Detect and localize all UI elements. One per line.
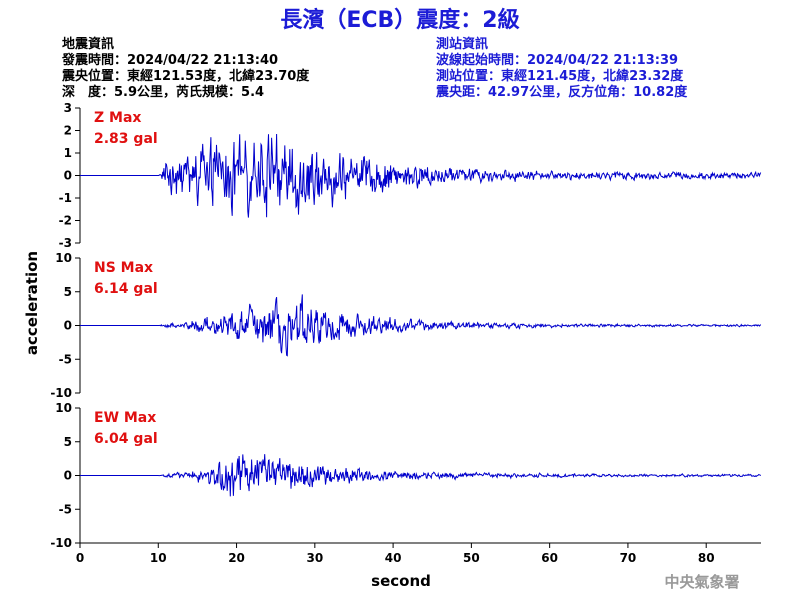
- y-tick-label: -10: [50, 386, 72, 400]
- panel-ew: 10 5 0 -5 -10 EW Max 6.04 gal: [50, 401, 762, 550]
- x-tick-label: 60: [541, 551, 558, 565]
- cwa-credit: 中央氣象署: [664, 573, 739, 591]
- station-distance-azimuth: 震央距：42.97公里，反方位角：10.82度: [435, 84, 688, 100]
- y-tick-label: 1: [64, 146, 72, 160]
- y-tick-label: 0: [64, 469, 72, 483]
- event-info-heading: 地震資訊: [62, 36, 114, 52]
- waveform-ew: [80, 454, 762, 497]
- event-origin-time: 發震時間：2024/04/22 21:13:40: [61, 52, 278, 68]
- y-tick-label: -1: [59, 191, 72, 205]
- chart-title: 長濱（ECB）震度：2級: [280, 7, 519, 33]
- y-tick-label: -5: [59, 502, 72, 516]
- panel-z: 3 2 1 0 -1 -2 -3 Z Max 2.83 gal: [59, 101, 762, 250]
- x-tick-label: 70: [620, 551, 637, 565]
- y-tick-label: 0: [64, 319, 72, 333]
- y-tick-label: 0: [64, 169, 72, 183]
- x-tick-label: 10: [150, 551, 167, 565]
- panel-ns: 10 5 0 -5 -10 NS Max 6.14 gal: [50, 251, 762, 400]
- y-tick-label: -5: [59, 352, 72, 366]
- y-tick-label: -3: [59, 236, 72, 250]
- x-tick-label: 50: [463, 551, 480, 565]
- max-label-z: Z Max: [94, 110, 141, 126]
- y-tick-label: 10: [55, 401, 72, 415]
- y-axis-label: acceleration: [23, 251, 41, 355]
- waveform-ns: [80, 294, 762, 357]
- y-tick-label: -2: [59, 214, 72, 228]
- y-tick-label: 5: [64, 435, 72, 449]
- x-tick-label: 80: [698, 551, 715, 565]
- y-tick-label: 5: [64, 285, 72, 299]
- y-tick-label: 2: [64, 124, 72, 138]
- event-epicenter: 震央位置：東經121.53度，北緯23.70度: [61, 68, 310, 84]
- waveform-z: [80, 133, 762, 218]
- x-tick-label: 40: [385, 551, 402, 565]
- x-tick-label: 30: [306, 551, 323, 565]
- max-value-z: 2.83 gal: [94, 131, 158, 147]
- max-label-ns: NS Max: [94, 260, 153, 276]
- x-tick-label: 20: [228, 551, 245, 565]
- station-info-heading: 測站資訊: [436, 36, 488, 52]
- max-value-ns: 6.14 gal: [94, 281, 158, 297]
- max-value-ew: 6.04 gal: [94, 431, 158, 447]
- station-location: 測站位置：東經121.45度，北緯23.32度: [436, 68, 684, 84]
- x-axis-label: second: [371, 572, 431, 590]
- y-tick-label: -10: [50, 536, 72, 550]
- x-tick-label: 0: [76, 551, 84, 565]
- y-tick-label: 10: [55, 251, 72, 265]
- max-label-ew: EW Max: [94, 410, 156, 426]
- event-depth-magnitude: 深 度：5.9公里，芮氏規模：5.4: [62, 84, 264, 100]
- y-tick-label: 3: [64, 101, 72, 115]
- station-wave-start: 波線起始時間：2024/04/22 21:13:39: [436, 52, 678, 68]
